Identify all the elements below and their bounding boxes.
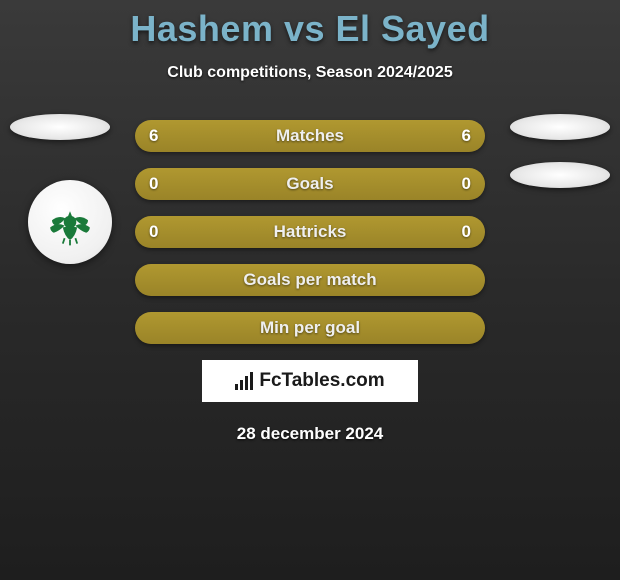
stat-label: Goals [286, 174, 333, 194]
player-left-oval [10, 114, 110, 140]
page-title: Hashem vs El Sayed [0, 0, 620, 50]
stat-label: Goals per match [243, 270, 376, 290]
stat-label: Matches [276, 126, 344, 146]
stat-row-mpg: Min per goal [135, 312, 485, 344]
logo-text: FcTables.com [259, 370, 384, 392]
fctables-logo: FcTables.com [202, 360, 418, 402]
stat-label: Hattricks [274, 222, 347, 242]
player-right-oval-2 [510, 162, 610, 188]
stat-left: 0 [149, 174, 169, 194]
stat-left: 6 [149, 126, 169, 146]
stat-row-matches: 6 Matches 6 [135, 120, 485, 152]
stat-left: 0 [149, 222, 169, 242]
stats-area: 6 Matches 6 0 Goals 0 0 Hattricks 0 Goal… [0, 120, 620, 444]
stat-row-hattricks: 0 Hattricks 0 [135, 216, 485, 248]
stat-right: 0 [451, 174, 471, 194]
stat-right: 6 [451, 126, 471, 146]
stat-label: Min per goal [260, 318, 360, 338]
stat-row-goals: 0 Goals 0 [135, 168, 485, 200]
eagle-icon [43, 195, 97, 249]
date-label: 28 december 2024 [0, 424, 620, 444]
bar-chart-icon [235, 372, 253, 390]
player-right-oval-1 [510, 114, 610, 140]
stat-right: 0 [451, 222, 471, 242]
subtitle: Club competitions, Season 2024/2025 [0, 64, 620, 82]
club-badge [28, 180, 112, 264]
stat-row-gpm: Goals per match [135, 264, 485, 296]
